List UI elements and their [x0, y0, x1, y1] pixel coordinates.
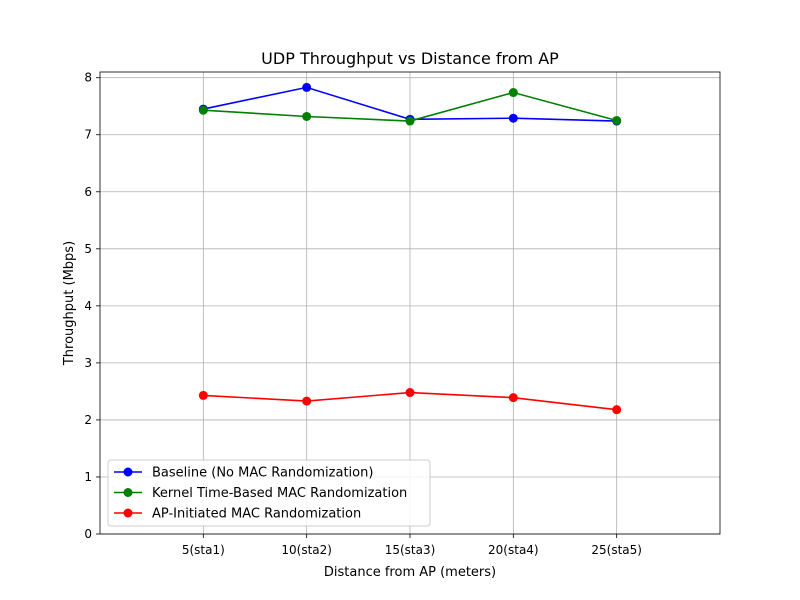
x-axis-label: Distance from AP (meters) [324, 565, 496, 580]
data-point [508, 113, 518, 123]
data-point [508, 88, 518, 98]
x-tick-label: 25(sta5) [591, 543, 642, 557]
y-axis-label: Throughput (Mbps) [62, 241, 77, 366]
y-tick-label: 5 [84, 242, 92, 256]
legend-marker [123, 508, 133, 518]
y-tick-label: 3 [84, 356, 92, 370]
legend: Baseline (No MAC Randomization) Kernel Ti… [107, 459, 431, 527]
data-point [302, 396, 312, 406]
data-point [198, 390, 208, 400]
data-point [612, 405, 622, 415]
legend-label: Baseline (No MAC Randomization) [152, 466, 373, 481]
axes: 5(sta1) 10(sta2) 15(sta3) 20(sta4) 25(sta5) 0… [84, 71, 721, 557]
legend-label: AP-Initiated MAC Randomization [152, 507, 361, 522]
data-point [508, 393, 518, 403]
legend-box [107, 459, 431, 527]
chart-title: UDP Throughput vs Distance from AP [261, 49, 559, 68]
x-tick-label: 15(sta3) [385, 543, 436, 557]
y-tick-label: 8 [84, 71, 92, 85]
y-tick-label: 0 [84, 527, 92, 541]
y-tick-label: 7 [84, 128, 92, 142]
plot-frame [99, 71, 721, 535]
x-tick-label: 10(sta2) [281, 543, 332, 557]
data-point [302, 82, 312, 92]
data-point [405, 116, 415, 126]
legend-marker [123, 488, 133, 497]
series-layer [198, 82, 622, 415]
y-tick-label: 6 [84, 185, 92, 199]
legend-marker [123, 467, 133, 477]
data-point [198, 105, 208, 115]
legend-label: Kernel Time-Based MAC Randomization [152, 486, 407, 501]
y-tick-label: 2 [84, 413, 92, 427]
x-tick-label: 20(sta4) [488, 543, 539, 557]
x-tick-label: 5(sta1) [182, 543, 225, 557]
y-tick-label: 4 [84, 299, 92, 313]
data-point [405, 388, 415, 398]
y-tick-label: 1 [84, 470, 92, 484]
data-point [612, 115, 622, 125]
data-point [302, 111, 312, 121]
